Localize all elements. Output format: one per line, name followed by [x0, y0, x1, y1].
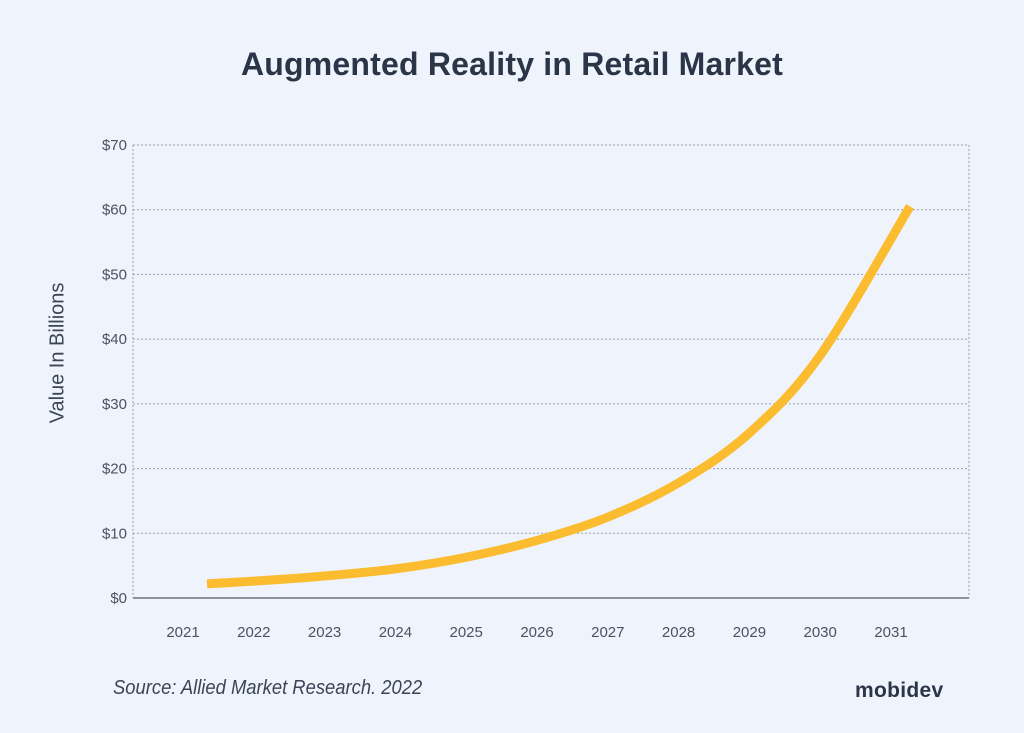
y-tick-label: $20 [102, 461, 127, 478]
y-tick-label: $50 [102, 266, 127, 283]
market-value-line [206, 204, 914, 589]
x-tick-label: 2027 [591, 624, 624, 641]
x-tick-label: 2024 [379, 624, 412, 641]
x-tick-label: 2028 [662, 624, 695, 641]
y-tick-label: $60 [102, 202, 127, 219]
x-tick-label: 2030 [804, 624, 837, 641]
x-tick-label: 2029 [733, 624, 766, 641]
y-tick-label: $10 [102, 525, 127, 542]
x-tick-label: 2026 [520, 624, 553, 641]
x-tick-label: 2025 [450, 624, 483, 641]
x-axis-ticks: 2021 2022 2023 2024 2025 2026 2027 2028 2029 2030… [166, 624, 907, 641]
x-tick-label: 2021 [166, 624, 199, 641]
x-tick-label: 2022 [237, 624, 270, 641]
y-tick-label: $40 [102, 331, 127, 348]
chart-title: Augmented Reality in Retail Market [240, 46, 784, 82]
y-tick-label: $70 [102, 137, 127, 154]
y-tick-label: $0 [110, 590, 127, 607]
y-axis-ticks: $0 $10 $20 $30 $40 $50 $60 $70 [102, 137, 127, 607]
mobidev-logo: mobidev [855, 679, 944, 702]
source-note: Source: Allied Market Research. 2022 [113, 677, 423, 699]
x-tick-label: 2023 [308, 624, 341, 641]
grid-lines [132, 144, 970, 599]
y-tick-label: $30 [102, 396, 127, 413]
x-tick-label: 2031 [874, 624, 907, 641]
